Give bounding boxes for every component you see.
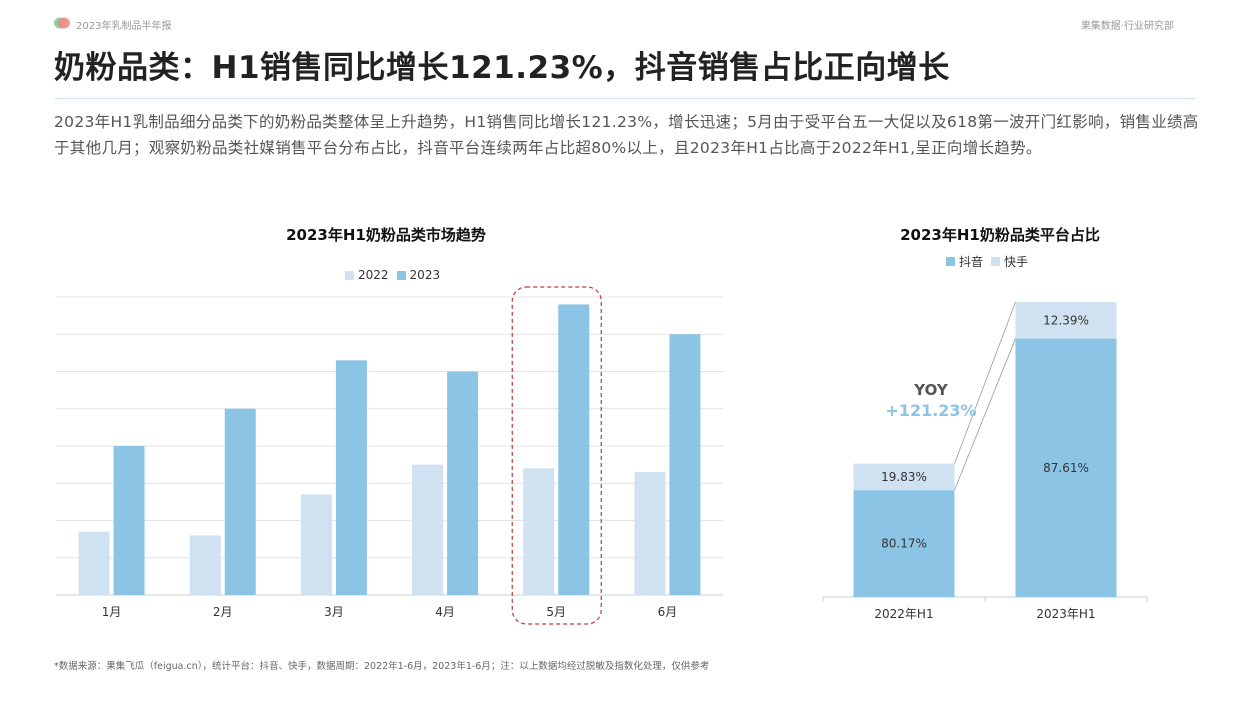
yoy-value: +121.23% [885,401,977,420]
stacked-bar-快手-1 [853,463,955,491]
brand-logo-icon [54,17,70,29]
stacked-bar-抖音-1 [853,490,955,597]
legend-item-douyin: 抖音 [946,253,983,270]
bar-2023-3 [335,360,367,595]
bar-2022-4 [412,464,444,595]
data-label: 19.83% [881,470,927,484]
x-tick-label: 3月 [324,605,344,619]
data-label: 12.39% [1043,313,1089,327]
legend-label-douyin: 抖音 [959,255,984,269]
legend-label-2023: 2023 [409,268,441,282]
report-name: 2023年乳制品半年报 [76,21,172,32]
bar-2022-2 [189,535,221,595]
x-tick-label: 2023年H1 [1036,607,1095,621]
legend-swatch-kuaishou [991,257,1001,266]
footnote: *数据来源：果集飞瓜（feigua.cn），统计平台：抖音、快手，数据周期：20… [54,661,710,672]
bar-2023-6 [669,334,701,595]
legend-swatch-2023 [396,270,406,280]
bar-2023-1 [113,446,145,595]
highlight-box-may [511,286,602,625]
platform-chart-title: 2023年H1奶粉品类平台占比 [900,226,1100,244]
bar-2022-6 [634,472,666,595]
legend-label-2022: 2022 [358,268,389,282]
x-tick-label: 4月 [435,605,455,619]
legend-label-kuaishou: 快手 [1004,255,1029,269]
bar-2023-4 [447,371,479,595]
x-tick-label: 2月 [213,605,233,619]
bar-2022-3 [300,494,332,595]
platform-chart-legend: 抖音 快手 [946,253,1036,270]
bar-2023-5 [558,304,590,595]
page-description: 2023年H1乳制品细分品类下的奶粉品类整体呈上升趋势，H1销售同比增长121.… [54,113,1199,157]
trend-chart-title: 2023年H1奶粉品类市场趋势 [286,226,486,244]
title-divider [54,98,1195,99]
x-tick-label: 6月 [658,605,678,619]
legend-item-kuaishou: 快手 [991,253,1028,270]
stacked-bar-抖音-2 [1015,338,1117,597]
legend-item-2023: 2023 [396,268,441,282]
legend-item-2022: 2022 [345,268,389,282]
x-tick-label: 2022年H1 [874,607,933,621]
legend-swatch-douyin [946,257,955,266]
source-brand: 果集数据·行业研究部 [1080,21,1174,32]
x-tick-label: 1月 [102,605,122,619]
data-label: 80.17% [881,537,927,551]
data-label: 87.61% [1043,461,1089,475]
bar-2022-5 [523,468,555,595]
top-bar: 2023年乳制品半年报 果集数据·行业研究部 [54,15,1174,33]
bar-2022-1 [78,531,110,595]
page-title: 奶粉品类：H1销售同比增长121.23%，抖音销售占比正向增长 [54,50,950,86]
bar-2023-2 [224,408,256,595]
legend-swatch-2022 [345,270,354,280]
x-tick-label: 5月 [546,605,566,619]
trend-chart-legend: 2022 2023 [345,268,448,282]
stacked-bar-快手-2 [1015,302,1117,339]
yoy-label: YOY [914,381,948,399]
